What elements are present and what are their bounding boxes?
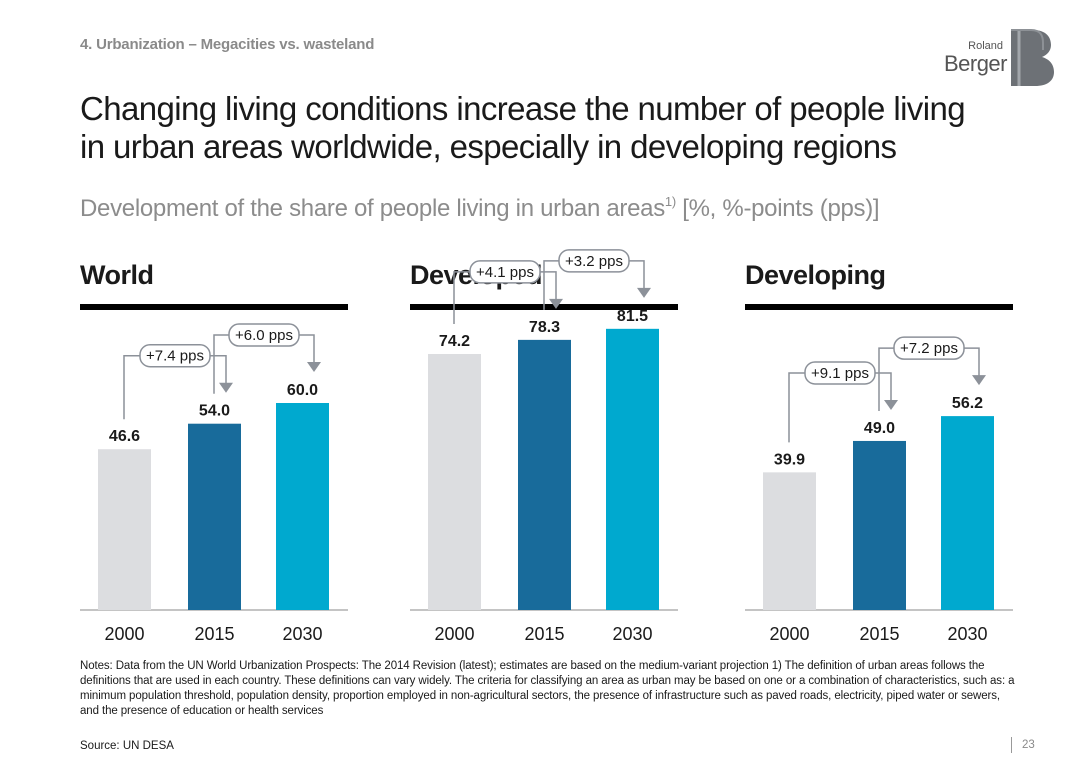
chart-subtitle: Development of the share of people livin… (80, 194, 880, 223)
category-label-developed-2030: 2030 (612, 624, 652, 644)
section-label: 4. Urbanization – Megacities vs. wastela… (80, 36, 375, 53)
delta-badge-world-0 (139, 343, 211, 368)
category-label-developing-2030: 2030 (947, 624, 987, 644)
chart-title-developing: Developing (745, 260, 886, 290)
value-label-world-2030: 60.0 (287, 382, 318, 399)
bar-developing-2000 (763, 472, 816, 610)
delta-arrow-developed-0 (549, 298, 563, 309)
logo-b-icon (1011, 29, 1054, 86)
delta-label-world-0: +7.4 pps (146, 348, 204, 365)
value-label-developed-2015: 78.3 (529, 319, 560, 336)
category-label-developed-2000: 2000 (434, 624, 474, 644)
category-label-developed-2015: 2015 (524, 624, 564, 644)
delta-label-developed-1: +3.2 pps (565, 253, 623, 270)
value-label-world-2015: 54.0 (199, 403, 230, 420)
chart-rule-developing (745, 304, 1013, 310)
category-label-developing-2015: 2015 (859, 624, 899, 644)
category-label-world-2000: 2000 (104, 624, 144, 644)
delta-arrow-world-0 (219, 382, 233, 393)
delta-label-developed-0: +4.1 pps (476, 264, 534, 281)
delta-arrow-developing-1 (972, 375, 986, 386)
bar-developed-2000 (428, 354, 481, 610)
page-separator (1011, 737, 1012, 753)
chart-world: World 46.6 2000 54.0 2015 60.0 2030 +7.4 pps +6… (80, 260, 348, 650)
delta-badge-developing-0 (804, 361, 876, 385)
category-label-world-2015: 2015 (194, 624, 234, 644)
delta-arrow-developed-1 (637, 287, 651, 298)
delta-badge-developed-1 (558, 249, 630, 273)
logo-berger-text: Berger (943, 51, 1008, 76)
logo-roland-text: Roland (968, 40, 1003, 52)
value-label-world-2000: 46.6 (109, 428, 140, 445)
delta-badge-developed-0 (469, 260, 541, 284)
bar-developing-2015 (853, 440, 906, 610)
value-label-developed-2000: 74.2 (439, 333, 470, 350)
value-label-developing-2000: 39.9 (774, 451, 805, 468)
value-label-developed-2030: 81.5 (617, 308, 648, 325)
bar-world-2030 (276, 403, 329, 610)
source: Source: UN DESA (80, 740, 174, 752)
category-label-world-2030: 2030 (282, 624, 322, 644)
subtitle-suffix: [%, %-points (pps)] (675, 195, 880, 222)
value-label-developing-2015: 49.0 (864, 420, 895, 437)
chart-world-plot: 46.6 2000 54.0 2015 60.0 2030 +7.4 pps +6.0 pps (80, 323, 348, 644)
delta-arrow-world-1 (307, 362, 321, 372)
title-line-1: Changing living conditions increase the … (80, 90, 966, 127)
notes: Notes: Data from the UN World Urbanizati… (80, 660, 1015, 717)
chart-developing: Developing 39.9 2000 49.0 2015 56.2 2030 +9.1 … (745, 260, 1013, 650)
delta-badge-world-1 (228, 323, 300, 347)
delta-label-developing-0: +9.1 pps (811, 365, 869, 382)
chart-developed-plot: 74.2 2000 78.3 2015 81.5 2030 +4.1 pps +3.2 pps (410, 249, 678, 644)
chart-rule-world (80, 304, 348, 310)
title-line-2: in urban areas worldwide, especially in … (80, 128, 897, 165)
value-label-developing-2030: 56.2 (952, 395, 983, 412)
bar-world-2015 (188, 423, 241, 610)
roland-berger-logo: Roland Berger (943, 28, 1055, 88)
chart-title-world: World (80, 260, 154, 290)
chart-developing-plot: 39.9 2000 49.0 2015 56.2 2030 +9.1 pps +7.2 pps (745, 336, 1013, 644)
bar-world-2000 (98, 449, 151, 610)
bar-developed-2030 (606, 328, 659, 610)
delta-arrow-developing-0 (884, 399, 898, 410)
delta-label-world-1: +6.0 pps (235, 327, 293, 344)
bar-developed-2015 (518, 339, 571, 610)
page-number: 23 (1022, 739, 1035, 751)
bar-developing-2030 (941, 416, 994, 610)
page-title: Changing living conditions increase the … (80, 90, 980, 166)
delta-label-developing-1: +7.2 pps (900, 340, 958, 357)
delta-badge-developing-1 (893, 336, 965, 360)
category-label-developing-2000: 2000 (769, 624, 809, 644)
subtitle-text: Development of the share of people livin… (80, 195, 665, 222)
subtitle-footnote-ref: 1) (664, 194, 676, 209)
